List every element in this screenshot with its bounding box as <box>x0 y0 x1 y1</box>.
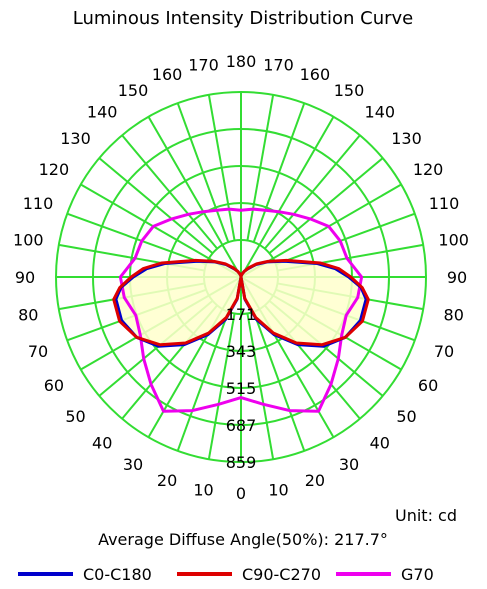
angle-label-right-160: 160 <box>300 65 331 84</box>
fill-area-shape <box>113 260 369 345</box>
radial-tick-label-515: 515 <box>226 379 257 398</box>
angle-label-right-110: 110 <box>429 194 460 213</box>
grid-spoke-130 <box>268 157 384 254</box>
angle-label-left-100: 100 <box>13 231 44 250</box>
angle-label-left-170: 170 <box>188 55 219 74</box>
angle-label-left-80: 80 <box>18 306 38 325</box>
radial-tick-label-343: 343 <box>226 342 257 361</box>
angle-label-left-110: 110 <box>23 194 54 213</box>
legend-label-g70: G70 <box>401 565 434 584</box>
angle-label-right-120: 120 <box>413 160 444 179</box>
angle-label-left-30: 30 <box>123 455 143 474</box>
angle-label-left-90: 90 <box>15 268 35 287</box>
grid-spoke-250 <box>66 212 207 266</box>
legend-item-c90-c270: C90-C270 <box>177 565 321 584</box>
angle-label-top-180: 180 <box>226 52 257 71</box>
angle-label-right-40: 40 <box>370 434 390 453</box>
grid-spoke-210 <box>147 116 242 278</box>
grid-spoke-110 <box>275 212 416 266</box>
grid-spoke-230 <box>98 157 214 254</box>
grid-spoke-350 <box>207 313 236 460</box>
grid-spoke-170 <box>246 94 275 241</box>
angle-label-right-150: 150 <box>334 81 365 100</box>
angle-label-left-140: 140 <box>87 103 118 122</box>
angle-label-right-170: 170 <box>263 55 294 74</box>
legend: C0-C180 C90-C270 G70 <box>18 565 434 584</box>
angle-label-right-90: 90 <box>447 268 467 287</box>
angle-label-right-50: 50 <box>396 407 416 426</box>
angle-label-left-50: 50 <box>65 407 85 426</box>
radial-tick-label-687: 687 <box>226 416 257 435</box>
angle-label-right-100: 100 <box>438 231 469 250</box>
grid-spoke-220 <box>121 134 218 250</box>
angle-label-left-60: 60 <box>44 376 64 395</box>
angle-label-right-140: 140 <box>365 103 396 122</box>
angle-label-right-130: 130 <box>391 129 422 148</box>
series-curves <box>112 207 370 413</box>
angle-label-right-80: 80 <box>444 306 464 325</box>
angle-label-left-120: 120 <box>39 160 70 179</box>
angle-label-left-130: 130 <box>60 129 91 148</box>
grid-spoke-160 <box>252 102 306 243</box>
grid-spoke-140 <box>264 134 361 250</box>
legend-label-c90-c270: C90-C270 <box>242 565 321 584</box>
chart-title: Luminous Intensity Distribution Curve <box>73 8 414 29</box>
angle-label-left-0: 0 <box>236 484 246 503</box>
angle-label-left-160: 160 <box>152 65 183 84</box>
diffuse-angle-summary: Average Diffuse Angle(50%): 217.7° <box>98 530 388 549</box>
fill-area <box>113 260 369 345</box>
angle-label-right-60: 60 <box>418 376 438 395</box>
legend-item-c0-c180: C0-C180 <box>18 565 152 584</box>
grid-spoke-10 <box>246 313 275 460</box>
unit-label: Unit: cd <box>395 506 457 525</box>
radial-tick-labels: 171 343 515 687 859 <box>226 305 257 472</box>
angle-label-left-20: 20 <box>157 471 177 490</box>
grid-spoke-340 <box>176 311 230 452</box>
angle-label-left-40: 40 <box>92 434 112 453</box>
angle-label-left-10: 10 <box>193 481 213 500</box>
angle-label-right-70: 70 <box>434 342 454 361</box>
angle-labels: 0102030405060708090100110120130140150160… <box>13 52 469 503</box>
grid-spoke-20 <box>252 311 306 452</box>
series-curve-c90-c270 <box>112 258 370 347</box>
legend-item-g70: G70 <box>336 565 434 584</box>
series-curve-g70 <box>118 207 364 413</box>
grid-spoke-200 <box>176 102 230 243</box>
angle-label-left-150: 150 <box>118 81 149 100</box>
angle-label-right-10: 10 <box>268 481 288 500</box>
radial-tick-label-171: 171 <box>226 305 257 324</box>
angle-label-left-70: 70 <box>28 342 48 361</box>
radial-tick-label-859: 859 <box>226 453 257 472</box>
grid-spoke-150 <box>240 116 335 278</box>
angle-label-right-30: 30 <box>339 455 359 474</box>
grid-spoke-190 <box>207 94 236 241</box>
angle-label-right-20: 20 <box>305 471 325 490</box>
legend-label-c0-c180: C0-C180 <box>83 565 152 584</box>
